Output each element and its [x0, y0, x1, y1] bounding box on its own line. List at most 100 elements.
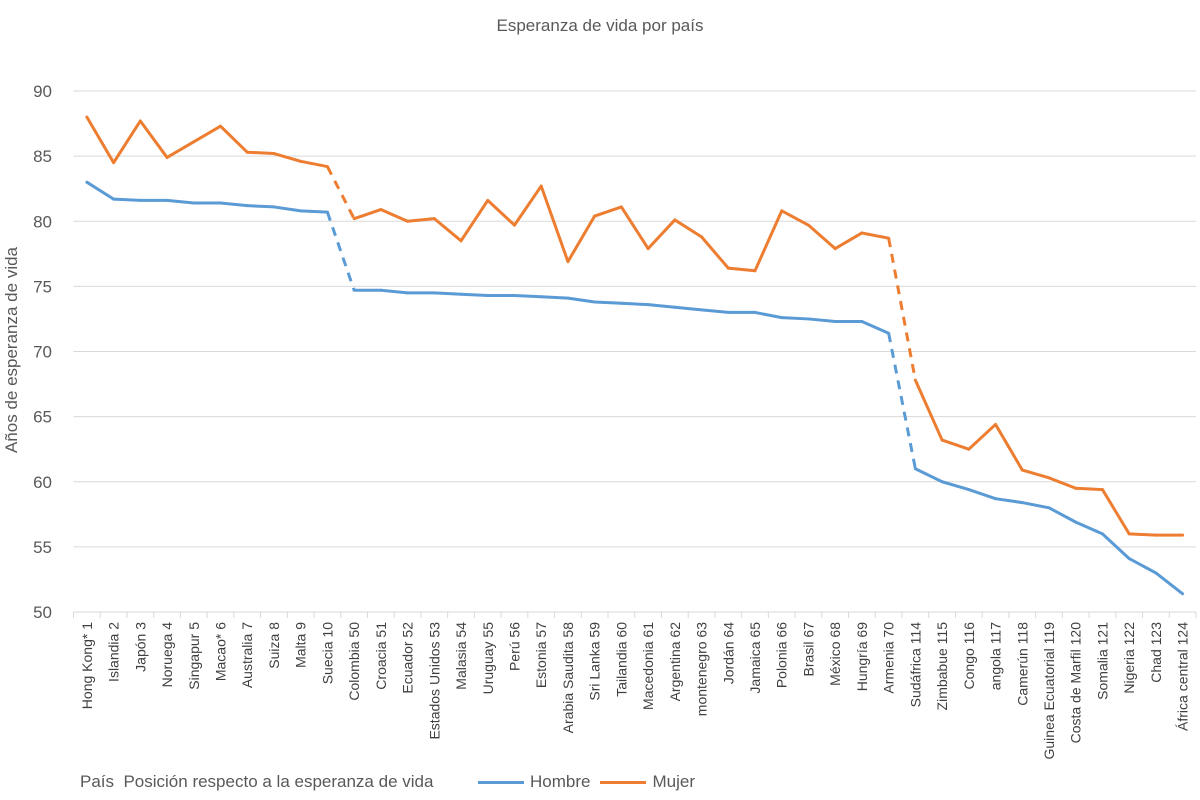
series-segment-hombre: [1127, 557, 1158, 575]
series-segment-mujer: [512, 184, 543, 227]
series-segment-hombre: [566, 296, 597, 304]
x-tick-label: Australia 7: [239, 622, 255, 688]
series-segment-hombre: [673, 305, 704, 312]
x-tick-label: angola 117: [988, 622, 1004, 690]
x-tick-label: Zimbabue 115: [934, 622, 950, 711]
series-segment-mujer: [646, 218, 677, 251]
x-tick-label: Colombia 50: [346, 622, 362, 701]
series-segment-mujer: [352, 208, 383, 221]
x-tick-label: Macao* 6: [212, 622, 228, 681]
series-segment-hombre: [940, 480, 971, 492]
series-segment-mujer: [486, 198, 516, 227]
legend-item-mujer: Mujer: [600, 772, 695, 792]
y-tick-label: 65: [33, 408, 52, 427]
x-axis-label: País Posición respecto a la esperanza de…: [80, 772, 434, 791]
series-segment-hombre: [780, 316, 810, 321]
series-segment-hombre: [379, 288, 410, 295]
series-segment-hombre: [325, 211, 356, 291]
y-tick-label: 55: [33, 538, 52, 557]
x-tick-label: Sudáfrica 114: [907, 622, 923, 708]
series-segment-hombre: [593, 300, 623, 305]
x-tick-label: Costa de Marfil 120: [1068, 622, 1084, 744]
x-tick-label: Chad 123: [1148, 622, 1164, 683]
y-tick-label: 85: [33, 147, 52, 166]
x-tick-label: Hungría 69: [854, 622, 870, 691]
series-segment-hombre: [218, 201, 249, 208]
series-segment-hombre: [1020, 501, 1051, 510]
legend-label-hombre: Hombre: [530, 772, 591, 791]
series-segment-mujer: [218, 124, 249, 154]
y-tick-label: 90: [33, 82, 52, 101]
series-segment-mujer: [326, 165, 356, 220]
series-segment-hombre: [1154, 571, 1185, 596]
series-segment-mujer: [1074, 486, 1104, 492]
x-tick-label: Nigeria 122: [1121, 622, 1137, 694]
series-segment-hombre: [272, 205, 303, 213]
legend: Hombre Mujer: [478, 772, 705, 792]
series-segment-mujer: [913, 378, 944, 442]
x-tick-label: África central 124: [1175, 622, 1191, 731]
series-segment-mujer: [619, 205, 650, 251]
series-segment-mujer: [860, 231, 891, 240]
series-segment-mujer: [994, 422, 1024, 472]
series-segment-mujer: [245, 150, 276, 156]
x-tick-label: México 68: [827, 622, 843, 686]
series-segment-hombre: [994, 497, 1024, 505]
legend-item-hombre: Hombre: [478, 772, 590, 792]
series-segment-mujer: [1127, 532, 1158, 537]
x-tick-label: Guinea Ecuatorial 119: [1041, 622, 1057, 760]
series-segment-hombre: [619, 301, 650, 307]
series-segment-mujer: [887, 237, 917, 381]
y-tick-label: 80: [33, 212, 52, 231]
x-tick-label: Sri Lanka 59: [587, 622, 603, 701]
x-tick-label: Polonia 66: [774, 622, 790, 688]
legend-swatch-hombre: [478, 780, 524, 784]
x-tick-label: Uruguay 55: [480, 622, 496, 695]
x-tick-label: Camerún 118: [1014, 622, 1030, 706]
series-segment-hombre: [1100, 532, 1131, 561]
series-segment-mujer: [459, 198, 490, 243]
series-segment-hombre: [646, 303, 677, 309]
series-segment-mujer: [138, 119, 169, 159]
series-segment-hombre: [753, 310, 784, 320]
series-segment-hombre: [85, 180, 116, 201]
series-segment-hombre: [860, 320, 891, 335]
series-segment-mujer: [165, 140, 196, 159]
x-tick-label: Brasil 67: [800, 622, 816, 677]
y-tick-label: 75: [33, 277, 52, 296]
series-segment-mujer: [726, 266, 757, 273]
series-segment-mujer: [85, 115, 116, 165]
series-segment-mujer: [432, 217, 463, 243]
series-segment-hombre: [112, 197, 142, 202]
series-segment-hombre: [459, 292, 490, 297]
series-segment-hombre: [967, 488, 998, 501]
series-segment-hombre: [1047, 506, 1078, 524]
series-segment-mujer: [833, 231, 864, 251]
x-tick-label: Malasia 54: [453, 622, 469, 690]
series-segment-mujer: [967, 422, 998, 451]
x-tick-label: Argentina 62: [667, 622, 683, 702]
x-tick-label: Islandia 2: [106, 622, 122, 682]
x-tick-label: Jamaica 65: [747, 622, 763, 694]
series-segment-mujer: [940, 438, 971, 451]
x-tick-label: Suiza 8: [266, 622, 282, 669]
series-segment-mujer: [780, 209, 810, 227]
x-tick-label: Jordán 64: [720, 622, 736, 684]
x-tick-label: Armenia 70: [881, 622, 897, 694]
x-tick-label: Malta 9: [293, 622, 309, 668]
series-segment-hombre: [539, 295, 570, 300]
x-tick-label: Congo 116: [961, 622, 977, 690]
x-tick-label: Perú 56: [506, 622, 522, 671]
series-segment-mujer: [379, 208, 410, 223]
y-tick-label: 70: [33, 343, 52, 362]
series-segment-mujer: [192, 124, 222, 144]
x-tick-label: Croacia 51: [373, 622, 389, 690]
series-segment-mujer: [806, 223, 837, 251]
x-tick-label: Somalia 121: [1094, 622, 1110, 700]
series-segment-hombre: [1074, 520, 1104, 536]
y-tick-label: 60: [33, 473, 52, 492]
legend-label-mujer: Mujer: [652, 772, 695, 791]
y-tick-label: 50: [33, 603, 52, 622]
series-segment-hombre: [165, 198, 196, 205]
